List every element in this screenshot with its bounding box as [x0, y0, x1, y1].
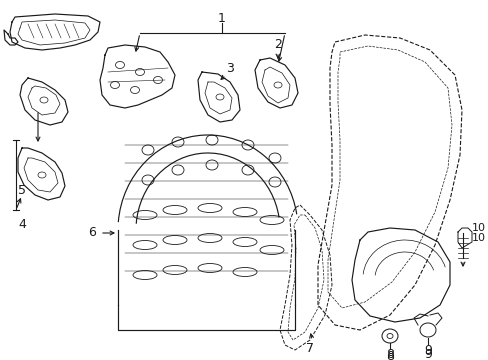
- Text: 1: 1: [218, 12, 225, 24]
- Text: 6: 6: [88, 226, 96, 239]
- Text: 9: 9: [423, 343, 431, 356]
- Text: 2: 2: [273, 39, 282, 51]
- Text: 8: 8: [385, 348, 393, 360]
- Text: 10: 10: [471, 223, 485, 233]
- Text: 7: 7: [305, 342, 313, 355]
- Text: 9: 9: [423, 348, 431, 360]
- Text: 4: 4: [18, 219, 26, 231]
- Text: 5: 5: [18, 184, 26, 197]
- Text: 10: 10: [471, 233, 485, 243]
- Text: 3: 3: [225, 62, 233, 75]
- Text: 8: 8: [385, 350, 393, 360]
